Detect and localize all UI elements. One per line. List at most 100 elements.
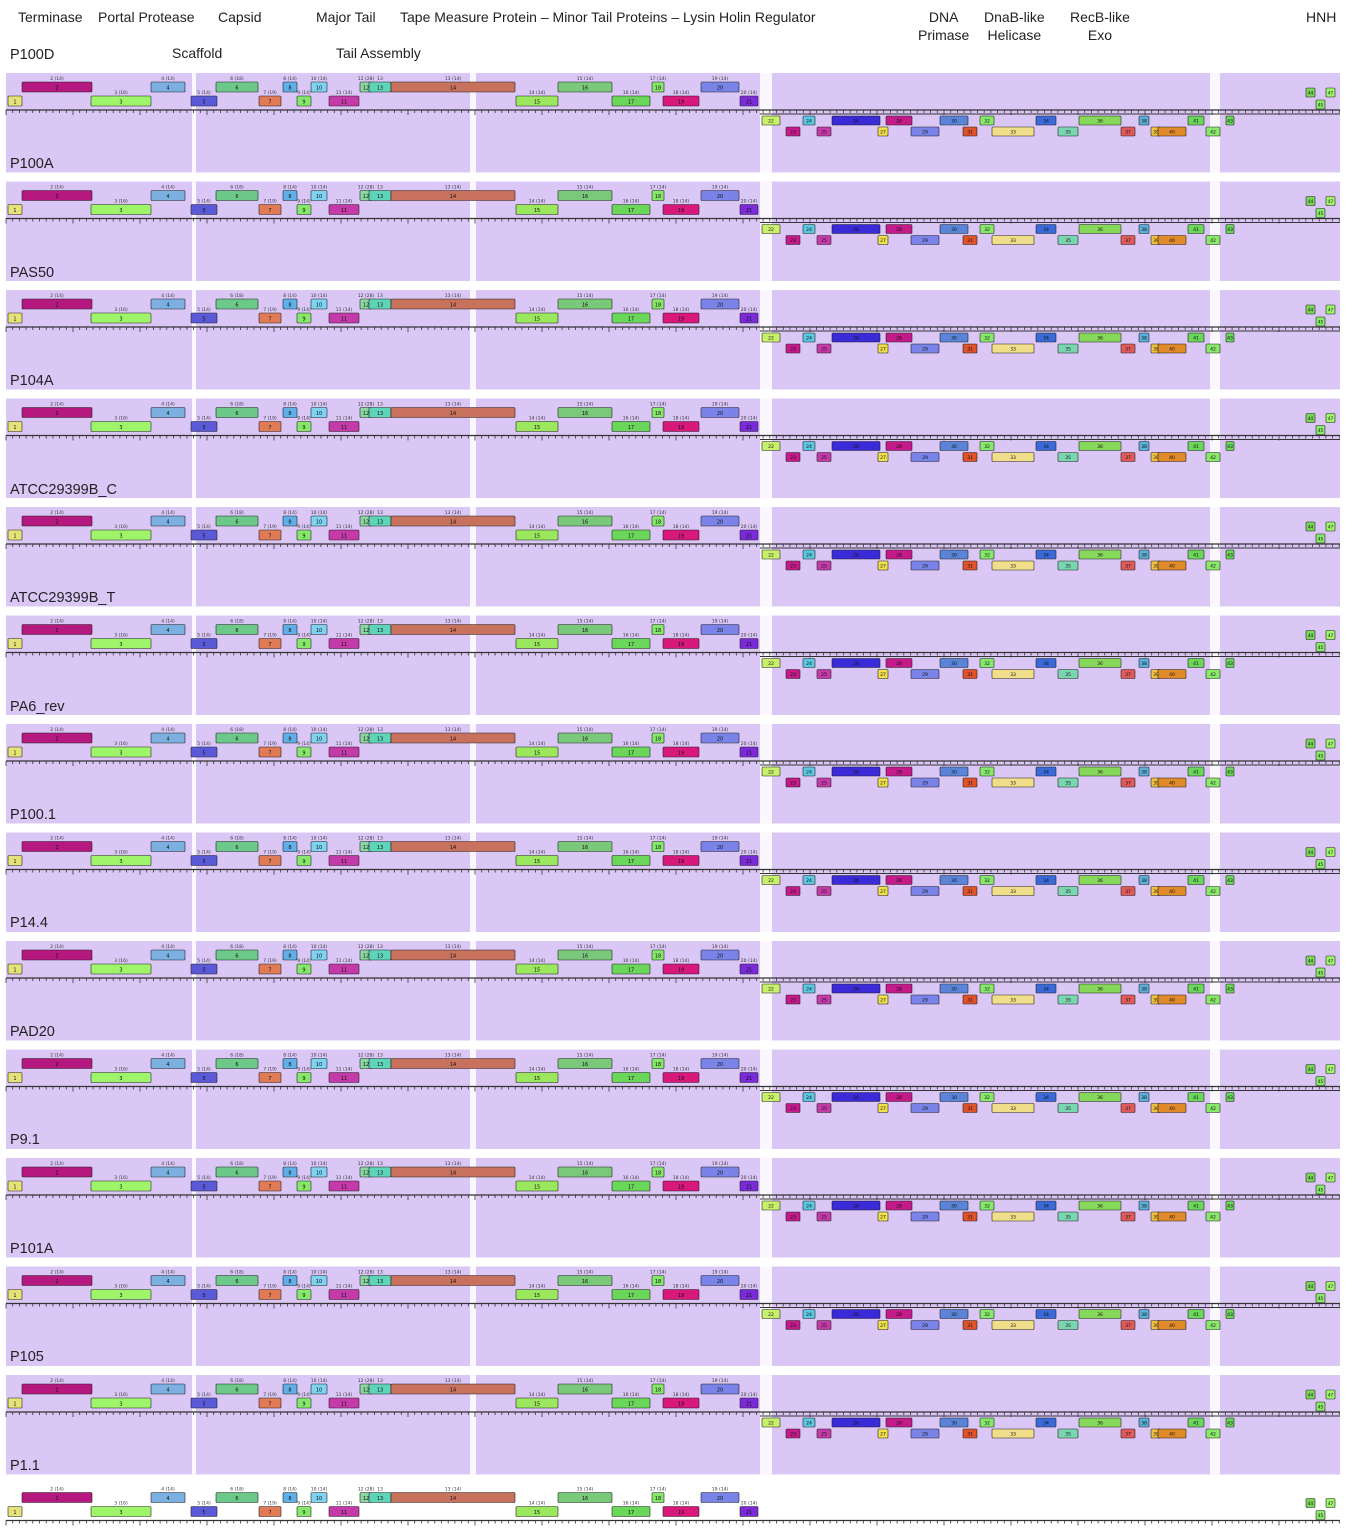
gene-box: [1225, 983, 1235, 994]
gene-label: 1: [13, 1293, 16, 1299]
gene-box: [991, 669, 1035, 679]
gene-box: [802, 983, 816, 994]
gene-label: 45: [1318, 971, 1324, 976]
gene-label: 13: [377, 1496, 383, 1502]
gene-note: 16 (14): [623, 741, 640, 747]
gene-box: [1078, 441, 1122, 451]
gene-label: 15: [534, 1076, 540, 1082]
gene-box: [1315, 1184, 1326, 1195]
gene-label: 42: [1210, 1215, 1216, 1221]
gene-box: [190, 746, 218, 758]
gene-box: [885, 1309, 913, 1319]
gene-note: 16 (14): [623, 1175, 640, 1181]
gene-box: [215, 1492, 259, 1503]
gene-label: 4: [166, 954, 169, 960]
gene-note: 7 (19): [263, 1392, 277, 1398]
gene-box: [1315, 425, 1326, 435]
gene-label: 16: [582, 737, 588, 743]
gene-label: 1: [13, 968, 16, 974]
gene-label: 2: [55, 954, 58, 960]
gene-box: [939, 1417, 969, 1428]
gene-label: 26: [853, 227, 859, 233]
gene-box: [1305, 1389, 1316, 1400]
gene-box: [1035, 1417, 1057, 1428]
gene-label: 25: [821, 672, 827, 678]
gene-label: 31: [967, 1106, 973, 1112]
gene-box: [390, 949, 516, 961]
gene-note: 16 (14): [623, 633, 640, 639]
gene-box: [310, 841, 328, 852]
gene-note: 19 (14): [712, 185, 729, 191]
gene-box: [1205, 452, 1221, 462]
gene-box: [816, 126, 832, 137]
gene-label: 31: [967, 347, 973, 353]
gene-label: 36: [1097, 444, 1103, 450]
gene-label: 3: [119, 1076, 122, 1082]
gene-note: 7 (19): [263, 307, 277, 313]
gene-label: 28: [896, 1421, 902, 1427]
gene-box: [90, 855, 152, 866]
gene-box: [310, 1058, 328, 1069]
gene-note: 15 (14): [577, 402, 594, 408]
gene-label: 12: [363, 1171, 369, 1177]
gene-label: 17: [628, 317, 634, 323]
gene-label: 26: [853, 878, 859, 884]
gene-label: 10: [316, 1279, 322, 1285]
gene-box: [150, 298, 186, 310]
gene-box: [939, 549, 969, 560]
gene-box: [1325, 1281, 1336, 1291]
gene-box: [390, 1058, 516, 1069]
gene-label: 43: [1227, 336, 1233, 342]
gene-label: 35: [1065, 1323, 1071, 1329]
gene-label: 41: [1193, 987, 1199, 993]
gene-label: 14: [450, 303, 456, 309]
genome-label-atcc29399b-t: ATCC29399B_T: [10, 590, 116, 606]
gene-label: 13: [377, 86, 383, 92]
gene-note: 13: [377, 836, 383, 842]
gene-label: 5: [202, 534, 205, 540]
gene-label: 3: [119, 751, 122, 757]
gene-note: 18 (14): [673, 199, 690, 205]
gene-box: [557, 1383, 613, 1395]
gene-note: 2 (14): [50, 1053, 64, 1059]
gene-label: 1: [13, 1402, 16, 1408]
gene-box: [150, 515, 186, 527]
gene-box: [1225, 875, 1235, 885]
gene-note: 8 (14): [283, 1378, 297, 1384]
gene-label: 13: [377, 1171, 383, 1177]
gene-box: [1138, 766, 1150, 777]
gene-note: 10 (14): [311, 1378, 328, 1384]
gene-label: 9: [302, 100, 305, 106]
gene-note: 11 (14): [336, 1175, 353, 1181]
gene-label: 31: [967, 1215, 973, 1221]
gene-label: 9: [302, 208, 305, 214]
gene-note: 8 (14): [283, 1161, 297, 1167]
gene-label: 20: [717, 1388, 723, 1394]
gene-box: [1187, 658, 1205, 668]
gene-box: [662, 963, 700, 975]
gene-label: 4: [166, 1062, 169, 1068]
gene-box: [651, 298, 665, 310]
gene-box: [1325, 87, 1336, 98]
gene-box: [310, 298, 328, 310]
synteny-gap: [470, 73, 476, 173]
gene-label: 34: [1043, 553, 1049, 559]
gene-label: 3: [119, 1185, 122, 1191]
gene-box: [1057, 560, 1079, 571]
gene-box: [761, 1200, 781, 1211]
gene-note: 20 (14): [741, 307, 758, 313]
gene-box: [877, 452, 889, 462]
gene-box: [979, 441, 995, 451]
gene-label: 12: [363, 194, 369, 200]
gene-note: 9 (14): [297, 741, 311, 747]
gene-note: 13: [377, 619, 383, 625]
gene-box: [662, 855, 700, 866]
gene-label: 8: [288, 1279, 291, 1285]
gene-box: [1157, 126, 1187, 137]
gene-note: 16 (14): [623, 1284, 640, 1290]
gene-label: 37: [1125, 672, 1131, 678]
gene-label: 25: [821, 238, 827, 244]
gene-label: 33: [1010, 781, 1016, 787]
gene-box: [215, 81, 259, 93]
gene-label: 29: [922, 998, 928, 1004]
